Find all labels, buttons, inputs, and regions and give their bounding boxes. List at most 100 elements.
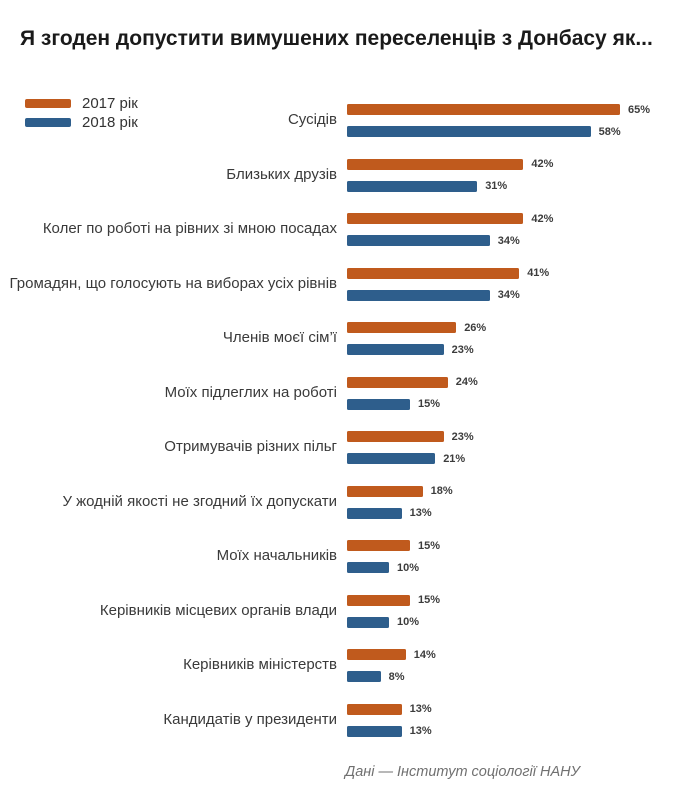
value-label-2017: 42%: [531, 158, 554, 170]
bar-pair: 23% 21%: [347, 430, 690, 465]
value-label-2017: 14%: [413, 648, 436, 661]
category-label: Отримувачів різних пільг: [164, 438, 337, 456]
bar-pair: 13% 13%: [347, 703, 690, 737]
bar-2017: [347, 431, 444, 442]
bar-line-2017: 15%: [347, 594, 690, 606]
value-label-2018: 23%: [451, 343, 474, 356]
bar-pair: 24% 15%: [347, 376, 690, 410]
legend-label-2017: 2017 рік: [82, 94, 138, 112]
bar-2018: [347, 725, 402, 737]
value-label-2017: 18%: [430, 485, 453, 497]
bar-2017: [347, 649, 406, 660]
bar-2017: [347, 594, 410, 606]
bar-line-2018: 10%: [347, 616, 690, 628]
value-label-2018: 58%: [598, 125, 621, 138]
value-label-2018: 10%: [397, 561, 420, 574]
bar-line-2018: 23%: [347, 343, 690, 356]
bar-row: Отримувачів різних пільг 23% 21%: [0, 430, 690, 465]
bar-pair: 42% 34%: [347, 212, 690, 247]
value-label-2018: 10%: [397, 616, 420, 628]
bar-line-2018: 31%: [347, 180, 690, 192]
category-label: Керівників міністерств: [183, 656, 337, 674]
value-label-2017: 26%: [464, 321, 487, 334]
legend-item-2018: 2018 рік: [25, 113, 138, 131]
data-source-credit: Дані — Інститут соціології НАНУ: [345, 764, 580, 780]
bar-line-2017: 13%: [347, 703, 690, 715]
bar-2017: [347, 703, 402, 715]
bar-2018: [347, 616, 389, 628]
category-label: Моїх начальників: [216, 547, 337, 565]
chart-title: Я згоден допустити вимушених переселенці…: [20, 27, 653, 50]
bar-pair: 65% 58%: [347, 103, 690, 138]
bar-line-2018: 58%: [347, 125, 690, 138]
category-label: Кандидатів у президенти: [163, 710, 337, 728]
bar-line-2018: 8%: [347, 670, 690, 683]
bar-line-2018: 21%: [347, 452, 690, 465]
bar-2017: [347, 485, 423, 497]
bar-row: Колег по роботі на рівних зі мною посада…: [0, 212, 690, 247]
bar-row: Громадян, що голосують на виборах усіх р…: [0, 267, 690, 301]
value-label-2018: 34%: [497, 234, 520, 247]
bar-line-2018: 13%: [347, 725, 690, 737]
bar-pair: 14% 8%: [347, 648, 690, 683]
bar-row: Керівників місцевих органів влади 15% 10%: [0, 594, 690, 628]
bar-row: Кандидатів у президенти 13% 13%: [0, 703, 690, 737]
bar-line-2018: 34%: [347, 234, 690, 247]
bar-2018: [347, 507, 402, 519]
value-label-2018: 31%: [485, 180, 508, 192]
value-label-2018: 34%: [497, 289, 520, 301]
bar-row: У жодній якості не згодний їх допускати 1…: [0, 485, 690, 519]
bar-2017: [347, 376, 448, 388]
value-label-2018: 21%: [443, 452, 466, 465]
bar-line-2017: 42%: [347, 158, 690, 170]
value-label-2017: 23%: [451, 430, 474, 443]
bar-line-2017: 15%: [347, 540, 690, 552]
bar-row: Сусідів 65% 58%: [0, 103, 690, 138]
bar-line-2018: 13%: [347, 507, 690, 519]
category-label: Громадян, що голосують на виборах усіх р…: [9, 274, 337, 292]
bar-2018: [347, 180, 478, 192]
legend-swatch-2017-icon: [25, 98, 71, 108]
bar-2017: [347, 267, 520, 279]
value-label-2017: 41%: [527, 267, 550, 279]
value-label-2017: 65%: [628, 103, 651, 116]
bar-2018: [347, 235, 490, 246]
value-label-2017: 42%: [531, 212, 554, 225]
value-label-2018: 13%: [409, 507, 432, 519]
value-label-2018: 8%: [388, 670, 405, 683]
bar-pair: 15% 10%: [347, 540, 690, 574]
chart-rows: Сусідів 65% 58% Близьких друзів 42% 31% Колег …: [0, 104, 690, 758]
bar-2017: [347, 213, 524, 224]
category-label: Колег по роботі на рівних зі мною посада…: [42, 220, 337, 238]
bar-row: Керівників міністерств 14% 8%: [0, 648, 690, 683]
bar-2017: [347, 104, 620, 115]
value-label-2018: 13%: [409, 725, 432, 737]
bar-line-2018: 10%: [347, 561, 690, 574]
legend: 2017 рік 2018 рік: [25, 94, 138, 131]
legend-swatch-2018-icon: [25, 117, 71, 127]
bar-line-2017: 42%: [347, 212, 690, 225]
bar-line-2018: 34%: [347, 289, 690, 301]
bar-line-2017: 23%: [347, 430, 690, 443]
value-label-2017: 15%: [418, 594, 441, 606]
value-label-2018: 15%: [418, 398, 441, 410]
bar-2018: [347, 289, 490, 301]
value-label-2017: 24%: [455, 376, 478, 388]
bar-pair: 42% 31%: [347, 158, 690, 192]
bar-pair: 26% 23%: [347, 321, 690, 356]
bar-line-2017: 14%: [347, 648, 690, 661]
bar-row: Моїх підлеглих на роботі 24% 15%: [0, 376, 690, 410]
category-label: У жодній якості не згодний їх допускати: [62, 492, 337, 510]
bar-row: Моїх начальників 15% 10%: [0, 540, 690, 574]
category-label: Близьких друзів: [226, 165, 337, 183]
bar-2018: [347, 344, 444, 355]
legend-label-2018: 2018 рік: [82, 113, 138, 131]
bar-pair: 15% 10%: [347, 594, 690, 628]
bar-row: Близьких друзів 42% 31%: [0, 158, 690, 192]
bar-line-2017: 26%: [347, 321, 690, 334]
category-label: Членів моєї сім’ї: [222, 329, 337, 347]
bar-2018: [347, 398, 410, 410]
value-label-2017: 13%: [409, 703, 432, 715]
bar-line-2017: 24%: [347, 376, 690, 388]
